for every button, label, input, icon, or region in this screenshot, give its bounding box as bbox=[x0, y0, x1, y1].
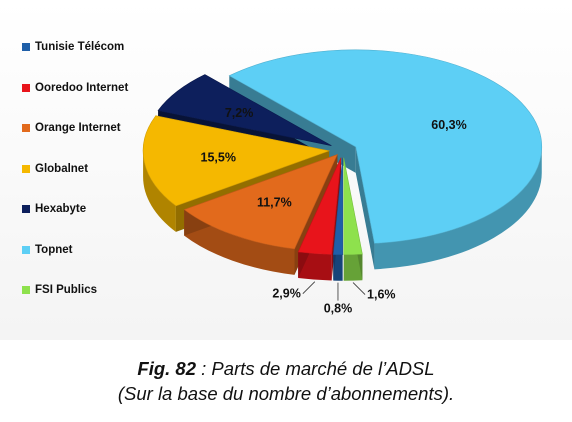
legend-swatch bbox=[22, 245, 30, 254]
legend-label: Globalnet bbox=[35, 162, 89, 175]
pie-slice-side bbox=[184, 209, 295, 275]
legend-swatch bbox=[22, 164, 30, 173]
legend-label: Orange Internet bbox=[35, 122, 121, 134]
legend-item: Hexabyte bbox=[22, 202, 86, 216]
caption-title: : Parts de marché de l’ADSL bbox=[196, 358, 435, 379]
legend-swatch bbox=[22, 43, 30, 51]
legend-label: Hexabyte bbox=[35, 203, 87, 215]
legend-item: Ooredoo Internet bbox=[22, 81, 128, 95]
pie-slice bbox=[228, 49, 542, 244]
legend-item: Globalnet bbox=[22, 162, 88, 176]
legend-swatch bbox=[22, 83, 30, 92]
pie-slice bbox=[157, 74, 332, 146]
data-label: 0,8% bbox=[324, 302, 353, 316]
pie-slice bbox=[297, 157, 342, 255]
caption-line-1: Fig. 82 : Parts de marché de l’ADSL bbox=[0, 356, 572, 381]
legend-swatch bbox=[22, 124, 30, 132]
legend-label: FSI Publics bbox=[35, 284, 97, 296]
legend-label: Topnet bbox=[35, 243, 73, 256]
data-label: 2,9% bbox=[272, 287, 301, 301]
caption-line-2: (Sur la base du nombre d’abonnements). bbox=[117, 383, 455, 404]
legend-label: Tunisie Télécom bbox=[35, 41, 125, 53]
legend-item: Orange Internet bbox=[22, 121, 121, 135]
pie-tops bbox=[142, 49, 542, 255]
data-label: 15,5% bbox=[201, 151, 236, 165]
data-label: 7,2% bbox=[225, 106, 254, 120]
legend-swatch bbox=[22, 205, 30, 213]
legend-label: Ooredoo Internet bbox=[35, 81, 129, 94]
figure-number: Fig. 82 bbox=[137, 358, 197, 379]
pie-slice bbox=[183, 154, 338, 250]
legend-item: FSI Publics bbox=[22, 283, 97, 297]
legend-swatch bbox=[22, 286, 30, 294]
data-label: 1,6% bbox=[367, 288, 396, 302]
legend-item: Tunisie Télécom bbox=[22, 40, 124, 54]
leader-line bbox=[302, 281, 316, 294]
pie-slice bbox=[332, 157, 343, 255]
pie-slice-side bbox=[143, 150, 176, 232]
chart-figure: Tunisie Télécom Ooredoo Internet Orange In… bbox=[0, 0, 572, 340]
pie-chart: 0,8% 2,9% 11,7% 15,5% 7,2% 60,3% 1,6% bbox=[142, 49, 542, 316]
leader-line bbox=[352, 282, 366, 295]
pie-slice-wall bbox=[355, 146, 375, 270]
data-label: 60,3% bbox=[431, 118, 466, 132]
pie-slice bbox=[343, 157, 363, 255]
pie-labels: 0,8% 2,9% 11,7% 15,5% 7,2% 60,3% 1,6% bbox=[201, 106, 467, 316]
data-label: 11,7% bbox=[257, 196, 292, 210]
figure-caption: Fig. 82 : Parts de marché de l’ADSL (Sur… bbox=[0, 356, 572, 406]
pie-slice bbox=[142, 115, 331, 207]
pie-slice-side bbox=[343, 254, 363, 281]
legend-item: Topnet bbox=[22, 243, 72, 257]
pie-slice-side bbox=[333, 254, 343, 281]
